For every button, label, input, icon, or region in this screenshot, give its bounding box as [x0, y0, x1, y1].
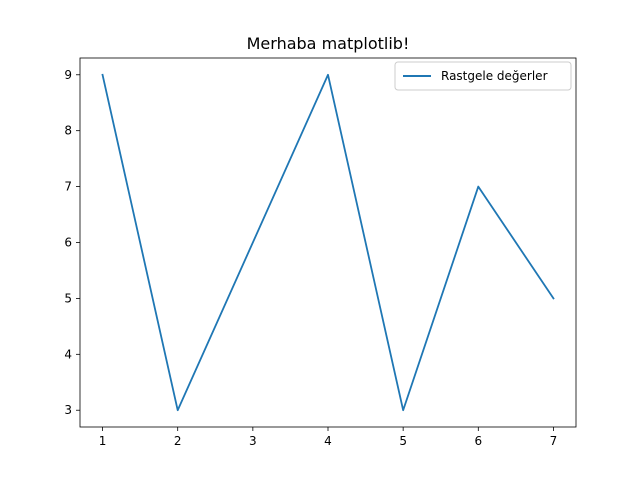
axes-frame [79, 57, 577, 428]
series-layer [101, 73, 555, 412]
plot-area [80, 58, 576, 427]
y-tick-label: 6 [64, 236, 72, 250]
axes: 1 2 3 4 5 6 7 3 4 5 6 7 8 9 [64, 57, 577, 448]
x-tick-label: 5 [399, 434, 407, 448]
legend: Rastgele değerler [394, 61, 572, 91]
chart-title: Merhaba matplotlib! [247, 34, 410, 53]
y-tick-label: 3 [64, 403, 72, 417]
x-tick-label: 1 [99, 434, 107, 448]
x-tick-label: 2 [174, 434, 182, 448]
series-line [101, 73, 555, 412]
x-tick-label: 4 [324, 434, 332, 448]
legend-box [394, 61, 572, 91]
y-tick-label: 5 [64, 291, 72, 305]
y-tick-label: 8 [64, 124, 72, 138]
x-tick-label: 7 [550, 434, 558, 448]
legend-label: Rastgele değerler [441, 69, 548, 83]
y-tick-label: 7 [64, 180, 72, 194]
plot-background [80, 58, 576, 427]
y-tick-label: 4 [64, 347, 72, 361]
x-tick-label: 3 [249, 434, 257, 448]
x-tick-label: 6 [474, 434, 482, 448]
y-tick-label: 9 [64, 68, 72, 82]
